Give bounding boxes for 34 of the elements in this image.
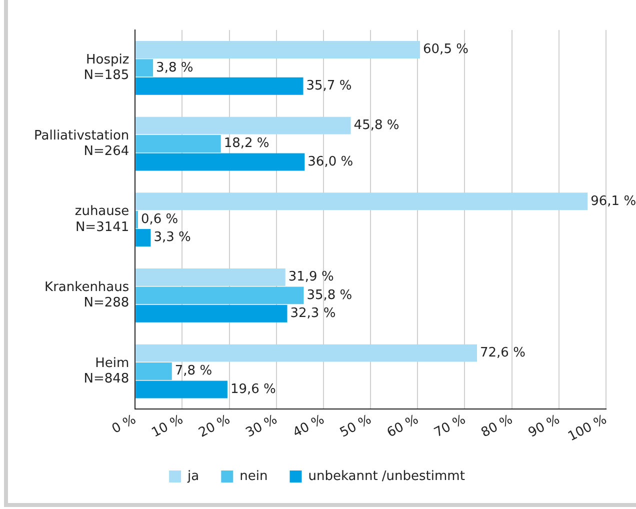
data-label: 19,6 % bbox=[230, 382, 276, 397]
legend-label: unbekannt /unbestimmt bbox=[308, 468, 465, 484]
x-tick-label: 100 % bbox=[566, 412, 610, 445]
data-label: 35,8 % bbox=[306, 288, 352, 303]
y-tick-label: Krankenhaus N=288 bbox=[44, 280, 130, 311]
x-tick-label: 30 % bbox=[244, 412, 280, 441]
x-tick-label: 60 % bbox=[384, 412, 422, 441]
data-label: 32,3 % bbox=[290, 306, 336, 322]
data-label: 36,0 % bbox=[308, 154, 354, 170]
x-tick-label: 50 % bbox=[338, 412, 374, 441]
y-tick-label: Heim N=848 bbox=[84, 356, 130, 386]
legend-label: nein bbox=[240, 468, 268, 484]
x-tick-label: 80 % bbox=[478, 412, 516, 441]
data-label: 3,8 % bbox=[156, 60, 194, 76]
x-tick-label: 20 % bbox=[196, 412, 233, 441]
x-tick-label: 90 % bbox=[526, 412, 562, 441]
x-tick-label: 70 % bbox=[432, 412, 468, 441]
y-tick-label: zuhause N=3141 bbox=[74, 204, 130, 235]
data-label: 60,5 % bbox=[423, 42, 468, 58]
data-label: 35,7 % bbox=[306, 78, 352, 94]
data-label: 18,2 % bbox=[224, 136, 270, 152]
data-label: 45,8 % bbox=[354, 118, 400, 133]
y-tick-label: Hospiz N=185 bbox=[84, 52, 130, 84]
x-tick-label: 40 % bbox=[290, 412, 327, 441]
x-tick-label: 0 % bbox=[110, 412, 139, 438]
data-label: 3,3 % bbox=[154, 230, 191, 246]
data-label: 96,1 % bbox=[590, 194, 636, 209]
y-tick-label: Palliativstation N=264 bbox=[34, 128, 130, 159]
data-label: 0,6 % bbox=[140, 212, 178, 227]
legend-label: ja bbox=[186, 468, 200, 484]
data-label: 31,9 % bbox=[288, 270, 334, 285]
data-label: 7,8 % bbox=[174, 364, 212, 379]
data-label: 72,6 % bbox=[480, 345, 526, 360]
x-tick-label: 10 % bbox=[149, 412, 186, 441]
